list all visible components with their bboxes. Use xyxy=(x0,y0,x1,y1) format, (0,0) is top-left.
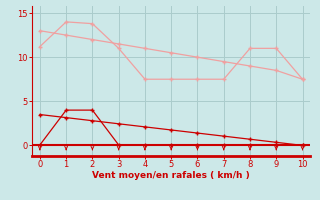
X-axis label: Vent moyen/en rafales ( km/h ): Vent moyen/en rafales ( km/h ) xyxy=(92,171,250,180)
